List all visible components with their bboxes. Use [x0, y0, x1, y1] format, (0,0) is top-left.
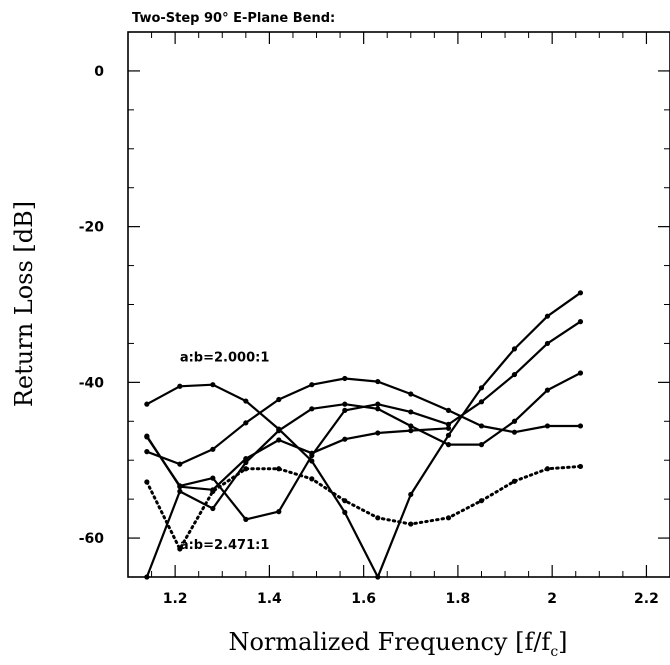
series-3-point — [577, 423, 584, 429]
series-line-6 — [145, 464, 582, 551]
x-axis-label: Normalized Frequency [f/fc] — [228, 628, 567, 660]
y-tick-label: -20 — [79, 220, 105, 236]
series-4-point — [445, 442, 452, 448]
x-tick-label: 1.2 — [163, 591, 188, 607]
series-5-point — [445, 425, 452, 431]
x-axis-label-end: ] — [558, 628, 567, 656]
series-4-point — [478, 442, 485, 448]
series-6-point — [342, 498, 348, 504]
series-4-point — [544, 387, 551, 393]
x-tick-label: 1.8 — [446, 591, 471, 607]
series-2-point — [408, 409, 414, 415]
series-1-point — [210, 382, 216, 388]
series-5-point — [375, 430, 381, 436]
series-3-point — [478, 423, 485, 429]
series-3-point — [276, 396, 282, 403]
series-3-point — [243, 420, 249, 426]
series-5-point — [342, 436, 348, 442]
series-3-point — [445, 407, 452, 413]
series-3-point — [309, 382, 315, 388]
series-4-point — [276, 428, 282, 434]
series-2-point — [544, 340, 551, 347]
series-1-point — [177, 383, 183, 389]
series-1-point — [342, 509, 348, 515]
series-5-point — [177, 484, 183, 490]
series-3-point — [210, 446, 216, 452]
x-axis-label-main: Normalized Frequency [f/f — [228, 628, 552, 656]
series-3-point — [375, 378, 381, 385]
series-5-point — [408, 428, 414, 434]
series-2-point — [511, 371, 518, 378]
series-6-point — [577, 463, 584, 470]
series-4-point — [375, 406, 381, 412]
series-4-point — [511, 418, 518, 424]
series-6-point — [544, 466, 551, 472]
series-4-point — [210, 505, 216, 512]
series-5-point — [309, 450, 315, 456]
series-6-point — [144, 479, 150, 485]
series-line-1 — [146, 291, 582, 579]
series-2-point — [445, 421, 452, 427]
series-4-point — [309, 406, 315, 412]
series-1-point — [478, 385, 485, 391]
series-6-point — [478, 498, 485, 504]
series-1-point — [511, 346, 518, 352]
series-3-point — [408, 391, 414, 397]
series-2-point — [577, 319, 584, 325]
series-4-point — [342, 401, 348, 407]
series-6-point — [177, 546, 183, 552]
series-6-point — [408, 521, 414, 527]
series-2-point — [478, 399, 485, 405]
series-1-point — [544, 313, 551, 319]
series-5-point — [144, 433, 150, 439]
series-4-point — [177, 488, 183, 494]
annotation-1: a:b=2.000:1 — [180, 350, 270, 365]
y-tick-label: -60 — [79, 531, 105, 547]
y-axis-label: Return Loss [dB] — [10, 201, 38, 407]
plot-frame — [127, 31, 670, 578]
series-6-point — [375, 515, 381, 521]
series-3-point — [544, 423, 551, 429]
x-tick-label: 1.4 — [257, 591, 282, 607]
series-6-point — [511, 478, 518, 484]
y-tick-label: 0 — [94, 64, 104, 80]
series-3-point — [177, 461, 183, 467]
series-6-point — [309, 476, 315, 482]
series-1-point — [445, 432, 452, 438]
series-2-point — [375, 401, 381, 407]
series-2-point — [243, 516, 249, 522]
series-3-point — [342, 375, 348, 382]
series-2-point — [210, 475, 216, 481]
series-5-point — [243, 456, 249, 462]
x-axis-label-subscript: c — [550, 644, 558, 660]
series-6-point — [210, 488, 216, 494]
series-3-point — [144, 449, 150, 455]
series-3-point — [511, 429, 518, 435]
x-tick-label: 1.6 — [351, 591, 376, 607]
series-6-point — [445, 515, 452, 521]
x-tick-label: 2 — [547, 591, 557, 607]
series-1-point — [408, 491, 414, 498]
series-line-4 — [145, 372, 582, 578]
series-line-3 — [146, 377, 581, 466]
x-tick-label: 2.2 — [634, 591, 659, 607]
series-line-5 — [145, 427, 449, 491]
series-1-point — [144, 401, 150, 407]
series-5-point — [276, 437, 282, 443]
y-tick-label: -40 — [79, 375, 105, 391]
series-4-point — [408, 423, 414, 429]
series-6-point — [243, 466, 249, 472]
series-4-point — [577, 370, 584, 376]
annotation-2: a:b=2.471:1 — [180, 538, 270, 553]
chart-title: Two-Step 90° E-Plane Bend: — [132, 11, 335, 26]
series-1-point — [243, 398, 249, 404]
series-6-point — [276, 466, 282, 472]
series-1-point — [577, 290, 584, 296]
series-2-point — [276, 509, 282, 515]
series-2-point — [342, 407, 348, 413]
